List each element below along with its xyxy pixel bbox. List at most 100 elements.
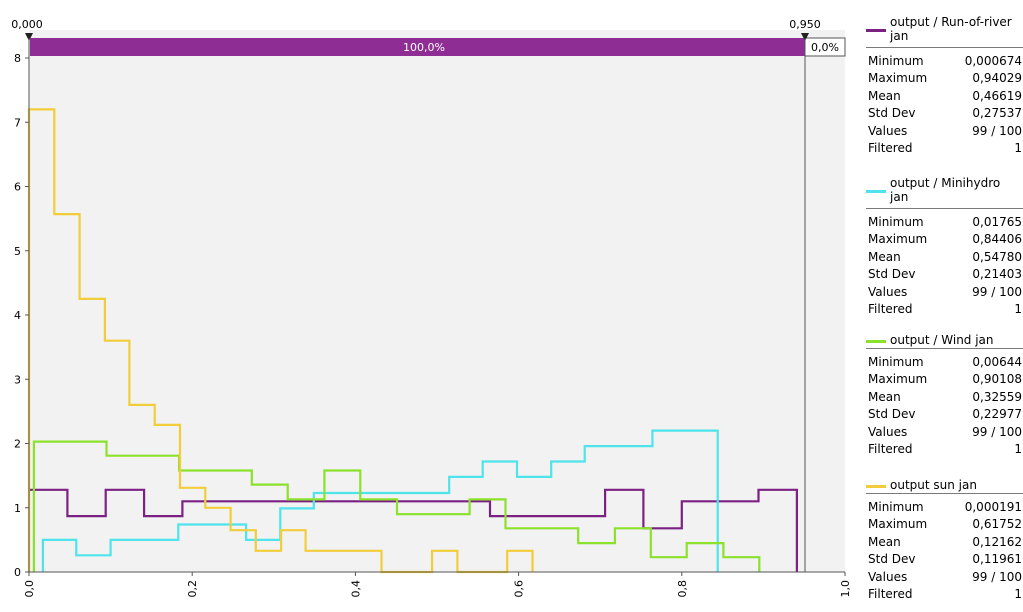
stat-label: Mean <box>868 88 901 103</box>
stat-value: 0,000191 <box>964 500 1022 514</box>
range-filter-bar[interactable]: 100,0% 0,0% 0,000 0,950 <box>11 18 846 572</box>
legend-separator <box>866 208 1023 209</box>
stat-row: Filtered 1 <box>852 586 1023 603</box>
stat-value: 0,01765 <box>972 215 1022 229</box>
statistics-panel: output / Run-of-river jan Minimum 0,000674 M… <box>852 0 1023 612</box>
stat-label: Std Dev <box>868 106 916 121</box>
series-line-2 <box>41 429 719 572</box>
legend-title: output / Wind jan <box>890 333 1023 347</box>
legend-separator <box>866 47 1023 48</box>
stat-value: 0,00644 <box>972 355 1022 369</box>
stat-value: 0,21403 <box>972 267 1022 282</box>
stat-label: Minimum <box>868 500 924 514</box>
stat-label: Maximum <box>868 517 928 532</box>
stat-label: Std Dev <box>868 407 916 422</box>
x-tick-label: 0,2 <box>186 580 199 598</box>
legend-block-1: output / Run-of-river jan Minimum 0,000674 M… <box>852 0 1023 155</box>
stat-row: Std Dev 0,22977 <box>852 406 1023 423</box>
legend-header[interactable]: output / Minihydro jan <box>852 176 1023 210</box>
stat-label: Minimum <box>868 355 924 369</box>
legend-title-line1: output / Minihydro <box>890 176 1001 190</box>
range-filter-inside[interactable] <box>30 38 805 56</box>
stat-value: 1 <box>1014 302 1022 316</box>
x-tick-label: 0,4 <box>349 580 362 598</box>
stat-row: Values 99 / 100 <box>852 123 1023 140</box>
stat-label: Maximum <box>868 71 928 86</box>
stat-row: Maximum 0,94029 <box>852 70 1023 87</box>
stat-row: Minimum 0,000674 <box>852 53 1023 70</box>
stat-label: Minimum <box>868 215 924 229</box>
legend-separator <box>866 493 1023 494</box>
legend-title-line2: jan <box>890 29 909 43</box>
stat-label: Std Dev <box>868 552 916 567</box>
stat-label: Values <box>868 569 908 584</box>
legend-header[interactable]: output sun jan <box>852 478 1023 512</box>
legend-swatch <box>866 340 886 343</box>
x-tick-label: 0,0 <box>23 580 36 598</box>
stat-value: 1 <box>1014 141 1022 155</box>
y-tick-label: 0 <box>14 566 21 579</box>
range-right-handle[interactable] <box>801 33 809 41</box>
y-tick-label: 4 <box>14 309 21 322</box>
stat-label: Minimum <box>868 54 924 68</box>
stat-label: Std Dev <box>868 267 916 282</box>
stat-value: 99 / 100 <box>972 123 1022 138</box>
stat-label: Maximum <box>868 372 928 387</box>
legend-title: output sun jan <box>890 478 1023 492</box>
stat-value: 0,32559 <box>972 389 1022 404</box>
stat-row: Mean 0,46619 <box>852 88 1023 105</box>
stat-value: 0,12162 <box>972 534 1022 549</box>
stat-label: Mean <box>868 534 901 549</box>
stat-label: Mean <box>868 389 901 404</box>
stat-value: 1 <box>1014 442 1022 456</box>
legend-title-line1: output / Run-of-river <box>890 15 1012 29</box>
stat-row: Filtered 1 <box>852 301 1023 318</box>
y-tick-label: 6 <box>14 181 21 194</box>
stat-row: Maximum 0,90108 <box>852 371 1023 388</box>
y-tick-label: 1 <box>14 502 21 515</box>
range-inside-percent: 100,0% <box>403 41 445 54</box>
legend-title-line1: output sun jan <box>890 478 977 492</box>
legend-swatch <box>866 485 886 488</box>
series-line-3 <box>32 440 761 572</box>
stat-row: Minimum 0,000191 <box>852 499 1023 516</box>
stat-row: Minimum 0,00644 <box>852 354 1023 371</box>
stat-value: 0,46619 <box>972 88 1022 103</box>
legend-separator <box>866 348 1023 349</box>
y-tick-label: 3 <box>14 373 21 386</box>
stat-row: Filtered 1 <box>852 441 1023 458</box>
stat-label: Mean <box>868 249 901 264</box>
stat-row: Filtered 1 <box>852 140 1023 157</box>
stat-value: 1 <box>1014 587 1022 601</box>
stat-label: Filtered <box>868 141 913 155</box>
stat-row: Values 99 / 100 <box>852 284 1023 301</box>
stat-label: Values <box>868 284 908 299</box>
series-line-1 <box>29 488 799 572</box>
legend-block-2: output / Minihydro jan Minimum 0,01765 Maxim… <box>852 161 1023 316</box>
legend-title-line2: jan <box>890 190 909 204</box>
y-tick-label: 8 <box>14 52 21 65</box>
histogram-chart: 0 1 2 3 4 5 6 7 8 0,0 0,2 0,4 0,6 0,8 1,0 100,0% 0,0% … <box>11 18 850 598</box>
plot-background <box>29 30 845 572</box>
stat-row: Maximum 0,61752 <box>852 516 1023 533</box>
stat-value: 0,000674 <box>964 54 1022 68</box>
stat-label: Filtered <box>868 587 913 601</box>
legend-header[interactable]: output / Wind jan <box>852 333 1023 367</box>
stat-value: 0,84406 <box>972 232 1022 247</box>
range-left-handle[interactable] <box>25 33 33 41</box>
stat-label: Values <box>868 424 908 439</box>
stat-value: 0,22977 <box>972 407 1022 422</box>
legend-swatch <box>866 190 886 193</box>
legend-header[interactable]: output / Run-of-river jan <box>852 15 1023 49</box>
stat-row: Std Dev 0,27537 <box>852 105 1023 122</box>
y-tick-label: 2 <box>14 438 21 451</box>
y-tick-label: 7 <box>14 116 21 129</box>
stat-label: Maximum <box>868 232 928 247</box>
axis-layer: 0 1 2 3 4 5 6 7 8 0,0 0,2 0,4 0,6 0,8 1,0 <box>14 52 850 598</box>
stat-row: Maximum 0,84406 <box>852 231 1023 248</box>
y-tick-label: 5 <box>14 245 21 258</box>
legend-title: output / Minihydro jan <box>890 176 1023 204</box>
histogram-plot-panel: 0 1 2 3 4 5 6 7 8 0,0 0,2 0,4 0,6 0,8 1,0 100,0% 0,0% … <box>11 18 850 598</box>
stat-value: 0,27537 <box>972 106 1022 121</box>
range-left-value: 0,000 <box>11 18 43 31</box>
